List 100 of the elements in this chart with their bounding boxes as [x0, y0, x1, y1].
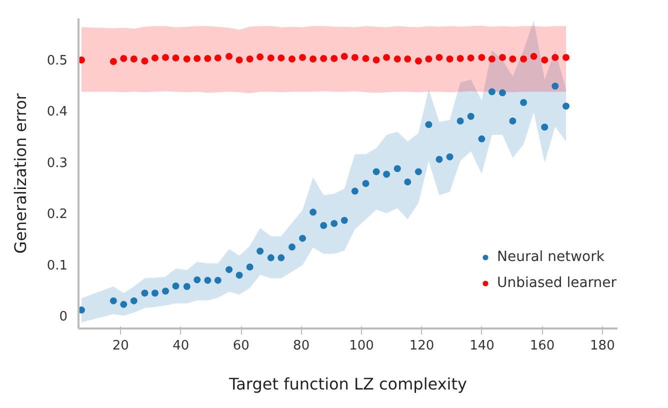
point — [530, 52, 538, 60]
point — [299, 54, 306, 61]
point — [288, 55, 296, 62]
point — [509, 117, 516, 124]
point — [340, 52, 348, 60]
y-tick-label: 0.5 — [46, 53, 68, 68]
point — [562, 54, 570, 61]
point — [351, 188, 358, 195]
point — [214, 276, 222, 284]
point — [446, 153, 454, 160]
y-tick-label: 0.3 — [46, 156, 68, 171]
point — [130, 297, 138, 304]
point — [520, 99, 528, 106]
point — [278, 254, 285, 262]
x-tick-label: 180 — [590, 338, 615, 354]
point — [110, 58, 117, 66]
point — [467, 54, 474, 62]
point — [141, 58, 148, 65]
point — [110, 297, 117, 304]
x-tick-label: 120 — [409, 338, 434, 354]
point — [151, 54, 158, 62]
point — [226, 52, 233, 60]
point — [236, 56, 243, 64]
point — [162, 54, 170, 61]
x-tick-label: 40 — [172, 338, 190, 354]
point — [183, 282, 190, 290]
point — [194, 276, 201, 284]
legend-label: Unbiased learner — [497, 275, 617, 291]
point — [562, 102, 570, 110]
point — [436, 156, 443, 163]
point — [362, 54, 370, 62]
point — [425, 121, 432, 128]
point — [446, 55, 454, 62]
point — [383, 170, 390, 178]
point — [488, 88, 496, 96]
point — [541, 124, 548, 131]
point — [299, 234, 306, 242]
point — [340, 216, 348, 224]
point — [362, 180, 370, 187]
point — [456, 54, 464, 62]
legend-label: Neural network — [497, 249, 604, 265]
point — [120, 54, 128, 62]
y-tick-label: 0.1 — [46, 258, 68, 274]
point — [246, 264, 254, 271]
point — [320, 222, 328, 229]
point — [310, 208, 317, 216]
point — [552, 82, 559, 90]
point — [141, 290, 148, 297]
x-tick-label: 140 — [470, 338, 494, 354]
point — [172, 282, 180, 290]
point — [151, 290, 158, 297]
point — [414, 58, 422, 65]
point — [78, 306, 86, 314]
point — [204, 276, 212, 284]
y-tick-label: 0.2 — [46, 207, 68, 222]
point — [256, 53, 264, 60]
point — [488, 55, 496, 62]
point — [456, 117, 464, 124]
point — [498, 54, 506, 61]
point — [78, 56, 86, 64]
point — [162, 288, 170, 295]
point — [509, 55, 516, 62]
point — [194, 54, 201, 62]
point — [288, 244, 296, 251]
point — [498, 89, 506, 96]
point — [552, 54, 559, 61]
point — [394, 55, 401, 62]
x-tick-label: 20 — [112, 338, 129, 354]
point — [478, 54, 486, 61]
point — [394, 165, 401, 172]
point — [372, 56, 380, 64]
point — [330, 220, 338, 227]
point — [246, 55, 254, 62]
point — [383, 54, 390, 61]
point — [278, 54, 285, 62]
point — [372, 168, 380, 176]
point — [226, 266, 233, 274]
point — [310, 55, 317, 62]
point — [414, 168, 422, 176]
point — [330, 54, 338, 62]
point — [267, 254, 274, 262]
point — [467, 112, 474, 120]
point — [436, 54, 443, 61]
point — [183, 55, 190, 62]
point — [267, 54, 274, 62]
x-tick-label: 160 — [530, 338, 555, 354]
x-tick-label: 60 — [232, 338, 250, 354]
point — [204, 54, 212, 62]
point — [478, 135, 486, 142]
x-tick-label: 80 — [293, 338, 310, 354]
point — [214, 54, 222, 62]
point — [404, 55, 412, 62]
point — [520, 55, 528, 62]
point — [351, 54, 358, 61]
x-axis-title: Target function LZ complexity — [228, 374, 467, 394]
point — [172, 54, 180, 62]
point — [256, 248, 264, 255]
x-tick-label: 100 — [349, 338, 374, 354]
y-tick-label: 0 — [59, 310, 68, 325]
y-axis-title: Generalization error — [10, 92, 30, 254]
